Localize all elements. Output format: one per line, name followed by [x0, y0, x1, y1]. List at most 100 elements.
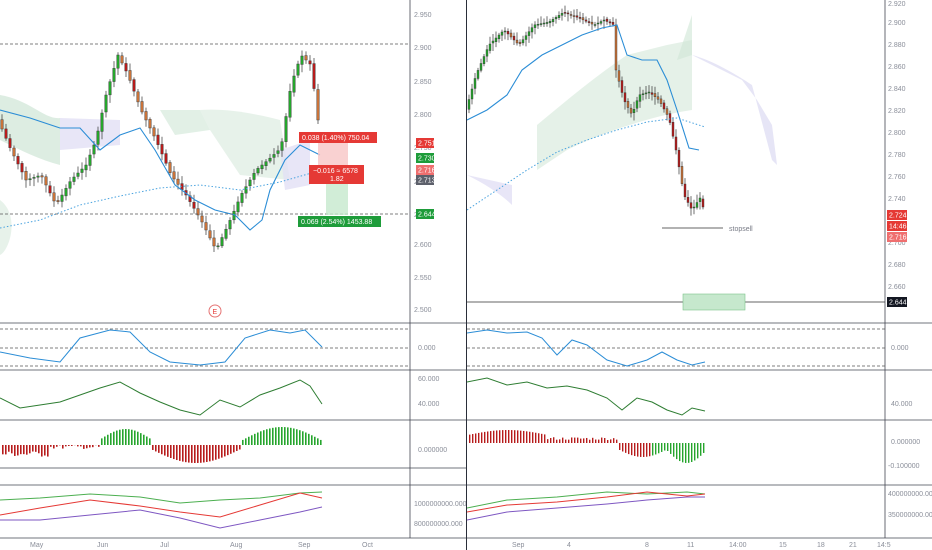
left-chart-canvas[interactable]: 0.038 (1.40%) 750.04 −0.016 ≈ 6578 1.82 … [0, 0, 466, 550]
candle [548, 18, 552, 28]
candle [533, 21, 537, 35]
price-tag-label: 14:46 [889, 224, 907, 231]
candle [76, 166, 80, 180]
candle [200, 210, 204, 228]
svg-text:1.82: 1.82 [330, 176, 344, 183]
candle [204, 215, 208, 236]
histogram-bar [571, 437, 573, 443]
axis-label: 15 [779, 542, 787, 549]
axis-label: 40.000 [418, 401, 440, 408]
time-axis[interactable]: Sep 4 8 11 14:00 15 18 21 14:5 [512, 542, 891, 549]
histogram-bar [83, 445, 85, 449]
rsi-line[interactable] [0, 379, 323, 416]
histogram-bar [658, 443, 660, 454]
price-axis[interactable]: 2.920 2.900 2.880 2.860 2.840 2.820 2.800 2.780… [888, 1, 906, 291]
candle [44, 174, 48, 193]
axis-label: 800000000.000 [414, 521, 463, 528]
candle [692, 199, 696, 215]
axis-label: 2.840 [888, 86, 906, 93]
axis-label: 0.000000 [418, 447, 447, 454]
axis-label: 11 [687, 542, 694, 549]
histogram-bar [251, 435, 253, 445]
histogram-bar [577, 437, 579, 443]
histogram-bar [475, 433, 477, 443]
candlestick-series[interactable] [0, 50, 320, 252]
volume-lines-indicator[interactable] [0, 491, 323, 529]
candle [476, 67, 480, 81]
histogram-indicator[interactable] [469, 430, 705, 463]
histogram-bar [538, 433, 540, 443]
candle [503, 27, 507, 40]
axis-label: 0.000 [418, 345, 436, 352]
histogram-bar [532, 432, 534, 443]
candle [689, 196, 693, 216]
histogram-bar [272, 427, 274, 445]
histogram-bar [625, 443, 627, 453]
time-axis[interactable]: May Jun Jul Aug Sep Oct [30, 542, 373, 549]
histogram-bar [200, 445, 202, 463]
candle [626, 98, 630, 114]
histogram-bar [119, 429, 121, 445]
histogram-bar [580, 438, 582, 443]
axis-label: 2.600 [414, 242, 432, 249]
candle [680, 161, 684, 187]
candle [172, 166, 176, 184]
volume-line [0, 492, 323, 518]
left-chart-pane[interactable]: 0.038 (1.40%) 750.04 −0.016 ≈ 6578 1.82 … [0, 0, 466, 550]
histogram-bar [56, 445, 58, 447]
right-chart-pane[interactable]: stopsell 2.920 2.900 2.880 2.860 2.840 2.820 2… [467, 0, 932, 550]
price-tag-p2751: 2.751 [416, 138, 436, 148]
pane-divider[interactable] [466, 0, 467, 550]
volume-line [0, 506, 323, 529]
histogram-bar [80, 445, 82, 447]
histogram-bar [203, 445, 205, 463]
volume-line [0, 491, 323, 504]
oscillator-indicator[interactable] [467, 328, 885, 367]
histogram-bar [125, 429, 127, 445]
candle [296, 60, 300, 78]
candle [228, 217, 232, 235]
right-chart-canvas[interactable]: stopsell 2.9202.9002.8802.8602.8402.8202… [467, 0, 932, 550]
volume-line [467, 496, 705, 521]
histogram-bar [514, 430, 516, 443]
candlestick-series[interactable] [467, 5, 705, 216]
target-zone[interactable] [682, 293, 746, 311]
histogram-indicator[interactable] [2, 427, 322, 463]
histogram-bar [233, 445, 235, 453]
histogram-bar [50, 445, 52, 447]
histogram-bar [41, 445, 43, 457]
histogram-bar [496, 430, 498, 443]
histogram-bar [502, 430, 504, 443]
svg-text:E: E [213, 309, 218, 316]
rsi-line[interactable] [467, 377, 706, 416]
baseline-line [467, 24, 700, 151]
histogram-bar [44, 445, 46, 456]
axis-label: 40.000 [891, 401, 913, 408]
histogram-bar [508, 430, 510, 443]
volume-line [467, 491, 706, 509]
candle [695, 194, 699, 210]
candle [587, 18, 591, 27]
axis-label: 2.740 [888, 196, 906, 203]
stopsell-line[interactable]: stopsell [662, 226, 753, 233]
earnings-marker[interactable]: E [208, 304, 222, 318]
candle [260, 160, 264, 175]
volume-lines-indicator[interactable] [467, 491, 706, 521]
oscillator-indicator[interactable] [0, 328, 410, 367]
candle [16, 153, 20, 170]
candle [112, 61, 116, 88]
candle [108, 79, 112, 103]
candle [164, 149, 168, 166]
histogram-bar [688, 443, 690, 463]
histogram-bar [53, 445, 55, 449]
axis-label: 2.750 [414, 145, 432, 152]
measure-red-zone[interactable] [318, 143, 348, 165]
candle [524, 31, 528, 47]
svg-text:stopsell: stopsell [729, 226, 753, 233]
candle [156, 128, 160, 150]
candle [608, 19, 612, 27]
axis-label: 18 [817, 542, 825, 549]
histogram-bar [694, 443, 696, 461]
histogram-bar [314, 436, 316, 445]
candle [148, 117, 152, 134]
